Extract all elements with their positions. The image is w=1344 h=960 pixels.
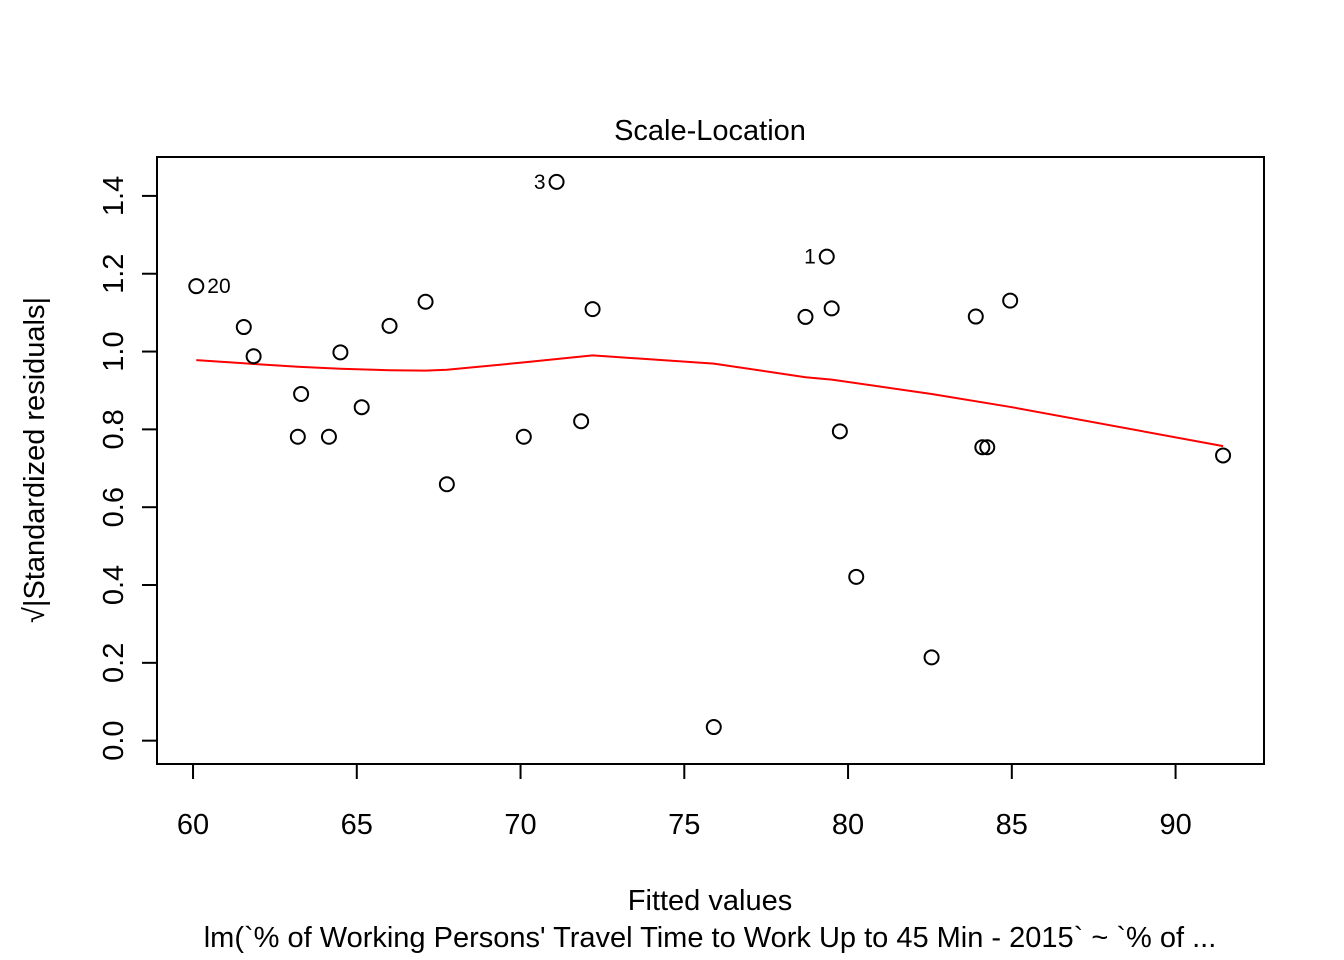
- x-tick-label: 70: [504, 809, 536, 841]
- y-tick-label: 0.2: [98, 643, 130, 683]
- y-tick-label: 0.4: [98, 565, 130, 605]
- data-point: [967, 308, 984, 325]
- y-tick-label: 1.0: [98, 331, 130, 371]
- data-point: [188, 278, 205, 295]
- data-point: [353, 399, 370, 416]
- x-tick-label: 85: [996, 809, 1028, 841]
- data-point: [705, 719, 722, 736]
- x-tick-label: 90: [1159, 809, 1191, 841]
- data-point: [293, 385, 310, 402]
- data-point: [797, 308, 814, 325]
- point-label: 3: [534, 171, 546, 194]
- plot-frame: [156, 156, 1265, 765]
- x-tick-label: 80: [832, 809, 864, 841]
- data-point: [1215, 447, 1232, 464]
- data-point: [974, 439, 991, 456]
- data-point: [381, 317, 398, 334]
- point-label: 20: [207, 275, 230, 298]
- smooth-line: [196, 354, 1224, 448]
- data-point: [332, 344, 349, 361]
- data-point: [923, 649, 940, 666]
- data-point: [823, 300, 840, 317]
- x-axis-title: Fitted values: [628, 885, 792, 917]
- x-tick-label: 75: [668, 809, 700, 841]
- y-axis: 0.0 0.2 0.4 0.6 0.8 1.0 1.2 1.4: [98, 176, 158, 761]
- y-tick-label: 0.0: [98, 720, 130, 760]
- data-point: [245, 348, 262, 365]
- y-tick-label: 1.2: [98, 254, 130, 294]
- data-point: [831, 423, 848, 440]
- data-point: [848, 568, 865, 585]
- y-tick-label: 0.8: [98, 409, 130, 449]
- data-point: [515, 428, 532, 445]
- y-tick-label: 0.6: [98, 487, 130, 527]
- data-point: [548, 173, 565, 190]
- chart-title: Scale-Location: [614, 115, 806, 147]
- data-point: [320, 428, 337, 445]
- x-tick-label: 60: [177, 809, 209, 841]
- y-tick-label: 1.4: [98, 176, 130, 216]
- data-point: [818, 248, 835, 265]
- data-point: [573, 413, 590, 430]
- data-point: [1002, 292, 1019, 309]
- data-point: [417, 293, 434, 310]
- data-point: [289, 428, 306, 445]
- data-point: [235, 319, 252, 336]
- model-formula-subtitle: lm(`% of Working Persons' Travel Time to…: [204, 922, 1217, 954]
- smooth-line-layer: [196, 354, 1224, 448]
- data-point: [584, 301, 601, 318]
- y-axis-title: √|Standardized residuals|: [19, 297, 51, 623]
- x-tick-label: 65: [341, 809, 373, 841]
- x-axis: 60 65 70 75 80 85 90: [177, 763, 1192, 841]
- data-point: [438, 476, 455, 493]
- point-label: 1: [804, 246, 816, 269]
- data-point: [979, 439, 996, 456]
